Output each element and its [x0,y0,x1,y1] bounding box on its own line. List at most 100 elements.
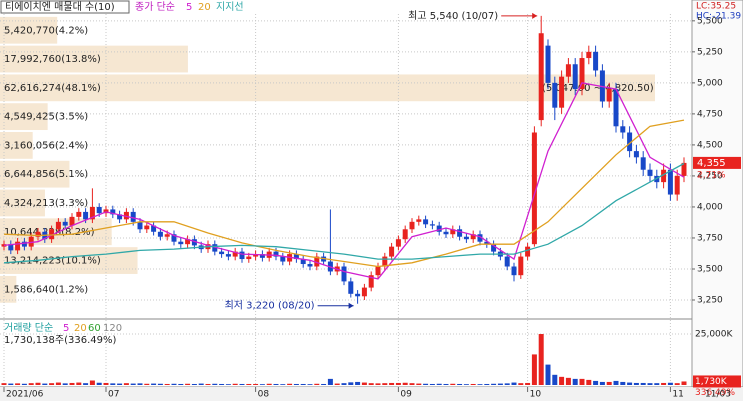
volume-bar [334,383,340,385]
candle-body [76,211,82,217]
date-axis-panel [0,387,743,401]
candle-body [620,126,626,133]
candle-body [246,256,252,260]
candle-body [484,241,490,245]
volume-bar [511,382,517,385]
x-tick-label: 2021/06 [6,390,44,400]
volume-bar [477,384,483,385]
candle-body [355,293,361,297]
y-tick-label: 4,000 [697,202,723,212]
volume-bar [355,381,361,385]
volume-bar [661,382,667,385]
volume-bar [545,364,551,385]
candle-body [545,45,551,83]
candle-body [443,231,449,235]
volume-bar [49,383,55,385]
candle-body [314,256,320,267]
candle-body [1,244,7,247]
candle-body [402,229,408,240]
volume-profile-band [0,45,188,73]
candle-body [62,221,68,226]
candle-body [470,234,476,240]
volume-bar [389,382,395,385]
volume-bar [171,383,177,385]
candle-body [83,211,89,220]
hc-label: HC:-21.39 [696,12,741,22]
candle-body [110,209,116,215]
candle-body [225,254,231,257]
volume-bar [647,383,653,385]
volume-bar [436,383,442,385]
volume-bar [450,383,456,385]
candle-body [586,51,592,59]
candle-body [348,281,354,294]
volume-bar [117,383,123,385]
y-tick-label: 3,500 [697,264,723,274]
candle-body [185,239,191,245]
candle-body [171,234,177,242]
volume-bar [280,384,286,385]
volume-bar [83,383,89,385]
volume-bar [484,383,490,385]
volume-bar [620,381,626,385]
volume-bar [579,378,585,385]
volume-bar [538,334,544,385]
volume-profile-label: 3,160,056(2.4%) [4,140,88,151]
volume-bar [96,382,102,385]
volume-profile-label: 4,324,213(3.3%) [4,198,88,209]
candle-body [416,219,422,222]
candle-body [239,251,245,260]
volume-bar [28,383,34,385]
candle-body [674,175,680,195]
volume-bar [341,383,347,385]
title-box [0,0,130,14]
volume-bar [137,383,143,385]
candle-body [552,82,558,108]
candle-body [253,254,259,257]
candle-body [613,89,619,127]
volume-bar [409,383,415,385]
volume-bar [627,382,633,385]
volume-bar [273,383,279,385]
ma-line [3,162,685,264]
candle-body [123,211,129,220]
y-tick-label: 4,250 [697,171,723,181]
right-axis-panel [691,0,743,401]
volume-profile-band [0,16,58,44]
volume-bar [681,381,687,385]
volume-bar [253,383,259,385]
volume-bar [559,376,565,385]
candle-body [15,241,21,251]
volume-profile-band [0,103,48,131]
candle-body [559,76,565,108]
volume-bar [654,383,660,385]
volume-bar [429,383,435,385]
volume-bar [191,383,197,385]
volume-bar [457,383,463,385]
volume-bar [382,383,388,385]
volume-bar [504,383,510,385]
x-tick-label: 10 [530,390,542,400]
volume-bar [348,382,354,385]
volume-bar [497,383,503,385]
volume-bar [239,383,245,385]
change-label: 2.71% [697,170,726,180]
candle-body [627,132,633,152]
volume-bar [259,384,265,385]
volume-profile-label: 13,214,223(10.1%) [4,256,101,267]
candle-body [681,162,687,176]
volume-bar [423,383,429,385]
candle-body [436,225,442,232]
x-tick-label: 11 [672,390,683,400]
volume-legend: 20 [74,323,87,334]
y-tick-label: 3,750 [697,233,723,243]
volume-bar [89,380,95,385]
price-tag-label: 4,355 [697,158,726,169]
candle-body [538,33,544,121]
candle-body [640,157,646,170]
y-tick-label: 5,500 [697,16,723,26]
candle-body [463,236,469,240]
candle-body [157,231,163,237]
candle-body [273,251,279,257]
candle-body [21,241,27,247]
